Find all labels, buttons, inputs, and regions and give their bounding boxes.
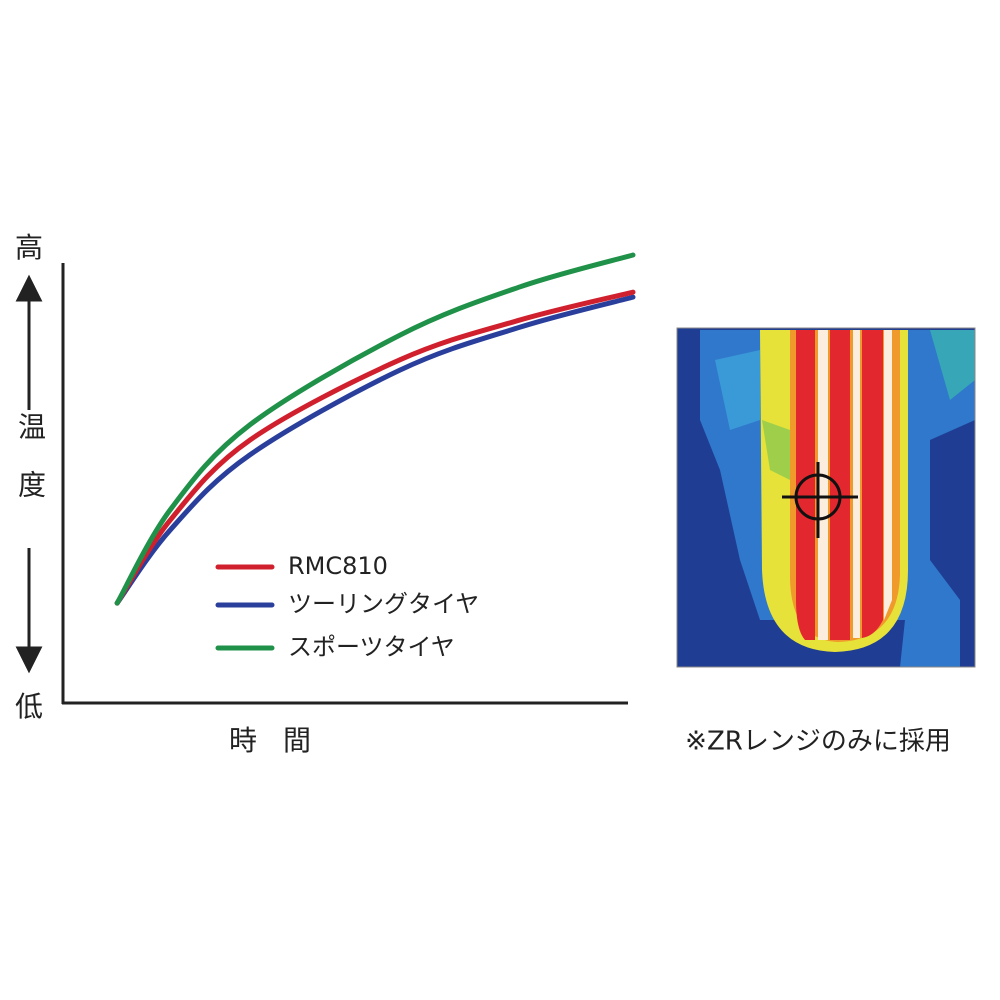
x-label: 時間 [229,724,337,757]
y-label: 温度 [14,412,47,528]
y-label-high: 高 [15,231,43,264]
image-frame [676,327,976,668]
image-caption: ※ZRレンジのみに採用 [685,727,951,757]
y-label-low: 低 [15,690,43,723]
thermal-image [677,328,975,667]
series-line [114,294,636,606]
arrow-up [15,274,43,410]
legend-label: RMC810 [288,552,388,580]
legend-label: ツーリングタイヤ [288,590,479,618]
arrow-down [15,548,43,674]
series-line [114,252,636,606]
legend-label: スポーツタイヤ [288,633,455,661]
series-line [114,289,636,606]
